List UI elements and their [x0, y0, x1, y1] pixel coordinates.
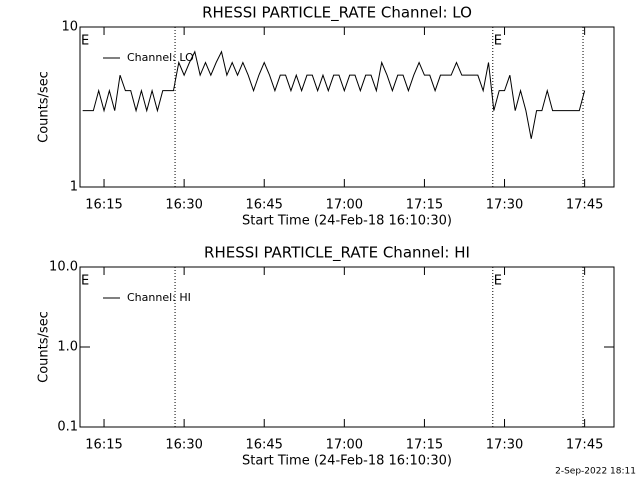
y-axis-label: Counts/sec — [37, 311, 52, 383]
annotation: E — [81, 34, 89, 49]
x-tick-label: 16:15 — [85, 438, 122, 453]
x-tick-label: 16:45 — [245, 438, 282, 453]
y-tick-label: 10.0 — [49, 260, 78, 275]
annotation: E — [81, 274, 89, 289]
annotation: E — [494, 34, 502, 49]
y-axis-label: Counts/sec — [37, 71, 52, 143]
y-tick-label: 0.1 — [57, 420, 78, 435]
x-tick-label: 17:45 — [566, 438, 603, 453]
annotation: E — [494, 274, 502, 289]
y-tick-label: 1.0 — [57, 340, 78, 355]
x-axis-label: Start Time (24-Feb-18 16:10:30) — [242, 214, 452, 229]
footer: 2-Sep-2022 18:11 — [555, 467, 636, 477]
chart-title: RHESSI PARTICLE_RATE Channel: LO — [202, 4, 472, 23]
x-axis-label: Start Time (24-Feb-18 16:10:30) — [242, 454, 452, 469]
x-tick-label: 17:30 — [486, 198, 523, 213]
x-tick-label: 16:30 — [165, 438, 202, 453]
x-tick-label: 16:15 — [85, 198, 122, 213]
x-tick-label: 17:15 — [406, 438, 443, 453]
data-line — [82, 50, 586, 139]
y-tick-label: 1 — [70, 180, 78, 195]
legend-label: Channel: LO — [127, 51, 194, 64]
x-tick-label: 17:00 — [326, 438, 363, 453]
x-tick-label: 16:30 — [165, 198, 202, 213]
x-tick-label: 17:45 — [566, 198, 603, 213]
x-tick-label: 17:15 — [406, 198, 443, 213]
y-tick-label: 10 — [61, 20, 78, 35]
plot-frame — [79, 26, 615, 188]
x-tick-label: 17:30 — [486, 438, 523, 453]
x-tick-label: 17:00 — [326, 198, 363, 213]
chart-title: RHESSI PARTICLE_RATE Channel: HI — [204, 244, 470, 263]
x-tick-label: 16:45 — [245, 198, 282, 213]
legend-label: Channel: HI — [127, 291, 191, 304]
